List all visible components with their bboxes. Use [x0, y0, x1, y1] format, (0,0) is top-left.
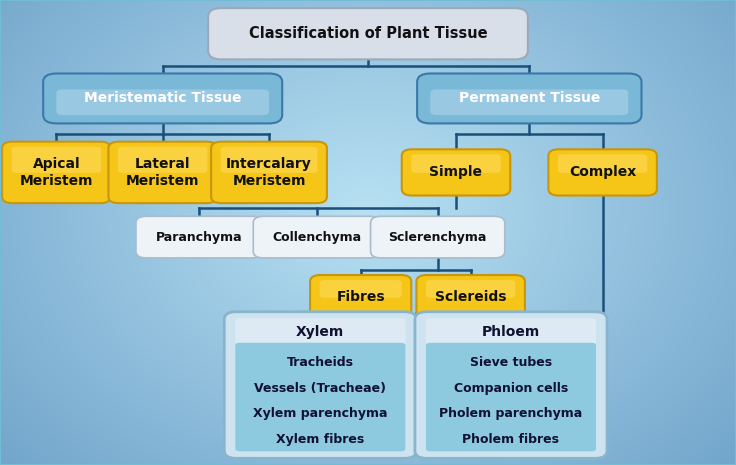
FancyBboxPatch shape [548, 149, 657, 195]
FancyBboxPatch shape [221, 147, 317, 173]
Text: Complex: Complex [569, 166, 636, 179]
FancyBboxPatch shape [224, 312, 417, 458]
FancyBboxPatch shape [426, 343, 596, 452]
Text: Permanent Tissue: Permanent Tissue [459, 92, 600, 106]
Text: Pholem parenchyma: Pholem parenchyma [439, 407, 583, 420]
FancyBboxPatch shape [236, 318, 406, 346]
FancyBboxPatch shape [417, 73, 642, 123]
FancyBboxPatch shape [57, 89, 269, 115]
Text: Xylem fibres: Xylem fibres [276, 433, 364, 446]
Text: Xylem parenchyma: Xylem parenchyma [253, 407, 388, 420]
FancyBboxPatch shape [253, 216, 380, 258]
Text: Pholem fibres: Pholem fibres [462, 433, 559, 446]
FancyBboxPatch shape [12, 147, 101, 173]
Text: Tracheids: Tracheids [287, 356, 354, 369]
Text: Meristematic Tissue: Meristematic Tissue [84, 92, 241, 106]
FancyBboxPatch shape [118, 147, 208, 173]
FancyBboxPatch shape [236, 343, 406, 452]
FancyBboxPatch shape [417, 275, 525, 319]
FancyBboxPatch shape [43, 73, 282, 123]
FancyBboxPatch shape [319, 280, 402, 298]
Text: Xylem: Xylem [296, 325, 344, 339]
FancyBboxPatch shape [415, 312, 607, 458]
Text: Classification of Plant Tissue: Classification of Plant Tissue [249, 26, 487, 41]
Text: Intercalary
Meristem: Intercalary Meristem [226, 157, 312, 187]
Text: Phloem: Phloem [482, 325, 540, 339]
FancyBboxPatch shape [402, 149, 510, 195]
FancyBboxPatch shape [211, 142, 327, 203]
Text: Simple: Simple [430, 166, 483, 179]
FancyBboxPatch shape [558, 154, 648, 173]
FancyBboxPatch shape [108, 142, 217, 203]
FancyBboxPatch shape [431, 89, 629, 115]
Text: Sclerenchyma: Sclerenchyma [389, 231, 486, 244]
FancyBboxPatch shape [426, 280, 515, 298]
Text: Sclereids: Sclereids [435, 290, 506, 304]
Text: Vessels (Tracheae): Vessels (Tracheae) [255, 381, 386, 394]
Text: Fibres: Fibres [336, 290, 385, 304]
FancyBboxPatch shape [411, 154, 500, 173]
Text: Lateral
Meristem: Lateral Meristem [126, 157, 199, 187]
FancyBboxPatch shape [208, 8, 528, 60]
Text: Paranchyma: Paranchyma [156, 231, 243, 244]
Text: Apical
Meristem: Apical Meristem [20, 157, 93, 187]
FancyBboxPatch shape [426, 318, 596, 346]
Text: Sieve tubes: Sieve tubes [470, 356, 552, 369]
Text: Collenchyma: Collenchyma [272, 231, 361, 244]
FancyBboxPatch shape [370, 216, 505, 258]
Text: Companion cells: Companion cells [454, 381, 568, 394]
FancyBboxPatch shape [2, 142, 110, 203]
FancyBboxPatch shape [136, 216, 263, 258]
FancyBboxPatch shape [310, 275, 411, 319]
